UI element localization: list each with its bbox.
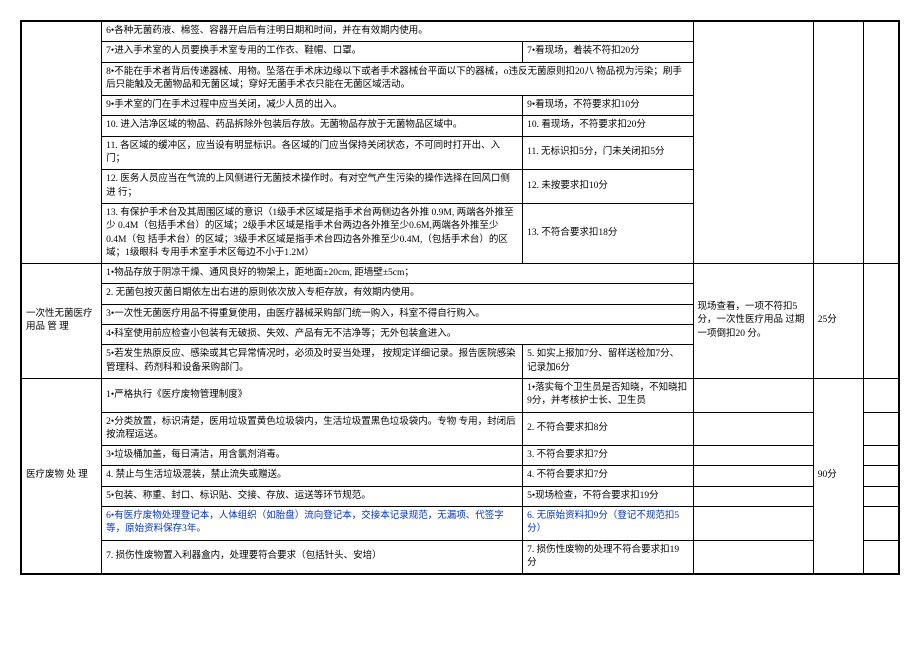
criteria-cell: 1•严格执行《医疗废物管理制度》 [102,378,523,412]
criteria-cell: 6•各种无菌药液、棉签、容器开启后有注明日期和时间，并在有效期内使用。 [102,22,693,42]
blank-cell [863,264,898,379]
blank-cell [863,507,898,541]
blank-cell [863,466,898,486]
table-row: 6•有医疗废物处理登记本，人体组织（如胎盘）流向登记本，交接本记录规范，无漏项、… [22,507,899,541]
deduction-cell: 12. 未按要求扣10分 [523,170,693,204]
note-cell [693,412,813,446]
deduction-cell: 5•现场检查，不符合要求扣19分 [523,486,693,506]
deduction-cell: 5. 如实上报加7分、留样送检加7分、记录加6分 [523,345,693,379]
criteria-cell: 5•包装、称重、封口、标识贴、交接、存放、运送等环节规范。 [102,486,523,506]
table-row: 医疗废物 处 理 1•严格执行《医疗废物管理制度》 1•落实每个卫生员是否知晓，… [22,378,899,412]
blank-cell [863,412,898,446]
criteria-cell: 10. 进入洁净区域的物品、药品拆除外包装后存放。无菌物品存放于无菌物品区域中。 [102,116,523,136]
criteria-cell: 5•若发生热原反应、感染或其它异常情况时，必须及时妥当处理， 按规定详细记录。报… [102,345,523,379]
deduction-cell: 11. 无标识扣5分，门未关闭扣5分 [523,136,693,170]
criteria-cell: 2•分类放置，标识清楚，医用垃圾置黄色垃圾袋内，生活垃圾置黑色垃圾袋内。专物 专… [102,412,523,446]
table-row: 2•分类放置，标识清楚，医用垃圾置黄色垃圾袋内，生活垃圾置黑色垃圾袋内。专物 专… [22,412,899,446]
table-row: 6•各种无菌药液、棉签、容器开启后有注明日期和时间，并在有效期内使用。 [22,22,899,42]
table-row: 3•垃圾桶加盖，每日清洁，用含氯剂消毒。 3. 不符合要求扣7分 [22,446,899,466]
table-row: 一次性无菌医疗用品 管 理 1•物品存放于阴凉干燥、通风良好的物架上，距地面±2… [22,264,899,284]
criteria-cell: 4. 禁止与生活垃圾混装，禁止流失或赠送。 [102,466,523,486]
blank-cell [863,378,898,412]
note-cell [693,446,813,466]
criteria-cell: 13. 有保护手术台及其周围区域的意识（1级手术区域是指手术台两侧边各外推 0.… [102,203,523,263]
criteria-cell: 3•一次性无菌医疗用品不得重复使用，由医疗器械采购部门统一购入，科室不得自行购入… [102,304,693,324]
table-row: 7. 损伤性废物置入利器盒内，处理要符合要求（包括针头、安培） 7. 损伤性废物… [22,540,899,574]
category-cell: 一次性无菌医疗用品 管 理 [22,264,102,379]
criteria-cell: 12. 医务人员应当在气流的上风侧进行无菌技术操作时。有对空气产生污染的操作选择… [102,170,523,204]
criteria-cell: 4•科室使用前应检查小包装有无破损、失效、产品有无不洁净等；无外包装盒进入。 [102,325,693,345]
note-cell [693,540,813,574]
criteria-cell: 1•物品存放于阴凉干燥、通风良好的物架上，距地面±20cm, 距墙壁±5cm； [102,264,693,284]
note-cell: 现场查看，一项不符扣5分，一次性医疗用品 过期一项倒扣20 分。 [693,264,813,379]
score-cell: 90分 [813,378,863,573]
score-cell [813,22,863,264]
deduction-cell: 10. 看现场，不符要求扣20分 [523,116,693,136]
note-cell [693,466,813,486]
blank-cell [863,486,898,506]
deduction-cell: 3. 不符合要求扣7分 [523,446,693,466]
deduction-cell: 9•看现场，不符要求扣10分 [523,96,693,116]
blank-cell [863,446,898,466]
table-row: 4. 禁止与生活垃圾混装，禁止流失或赠送。 4. 不符合要求扣7分 [22,466,899,486]
blank-cell [863,22,898,264]
criteria-cell: 8•不能在手术者背后传递器械、用物。坠落在手术床边缘以下或者手术器械台平面以下的… [102,62,693,96]
criteria-cell: 9•手术室的门在手术过程中应当关闭，减少人员的出入。 [102,96,523,116]
deduction-cell: 1•落实每个卫生员是否知晓，不知晓扣9分，并考核护士长、卫生员 [523,378,693,412]
note-cell [693,22,813,264]
blank-cell [863,540,898,574]
criteria-cell: 7•进入手术室的人员要换手术室专用的工作衣、鞋帽、口罩。 [102,42,523,62]
deduction-cell-blue: 6. 无原始资料扣9分（登记不规范扣5分） [523,507,693,541]
deduction-cell: 7•看现场，着装不符扣20分 [523,42,693,62]
note-cell [693,486,813,506]
criteria-cell: 7. 损伤性废物置入利器盒内，处理要符合要求（包括针头、安培） [102,540,523,574]
score-cell: 25分 [813,264,863,379]
deduction-cell: 7. 损伤性废物的处理不符合要求扣19分 [523,540,693,574]
deduction-cell: 13. 不符合要求扣18分 [523,203,693,263]
criteria-cell: 3•垃圾桶加盖，每日清洁，用含氯剂消毒。 [102,446,523,466]
criteria-cell: 2. 无菌包按灭菌日期依左出右进的原则依次放入专柜存放，有效期内使用。 [102,284,693,304]
table-row: 5•包装、称重、封口、标识贴、交接、存放、运送等环节规范。 5•现场检查，不符合… [22,486,899,506]
category-cell: 医疗废物 处 理 [22,378,102,573]
deduction-cell: 4. 不符合要求扣7分 [523,466,693,486]
note-cell [693,378,813,412]
deduction-cell: 2. 不符合要求扣8分 [523,412,693,446]
criteria-cell-blue: 6•有医疗废物处理登记本，人体组织（如胎盘）流向登记本，交接本记录规范，无漏项、… [102,507,523,541]
criteria-cell: 11. 各区域的缓冲区，应当设有明显标识。各区域的门应当保持关闭状态，不可同时打… [102,136,523,170]
note-cell [693,507,813,541]
evaluation-table: 6•各种无菌药液、棉签、容器开启后有注明日期和时间，并在有效期内使用。 7•进入… [20,20,900,575]
category-cell-top [22,22,102,264]
